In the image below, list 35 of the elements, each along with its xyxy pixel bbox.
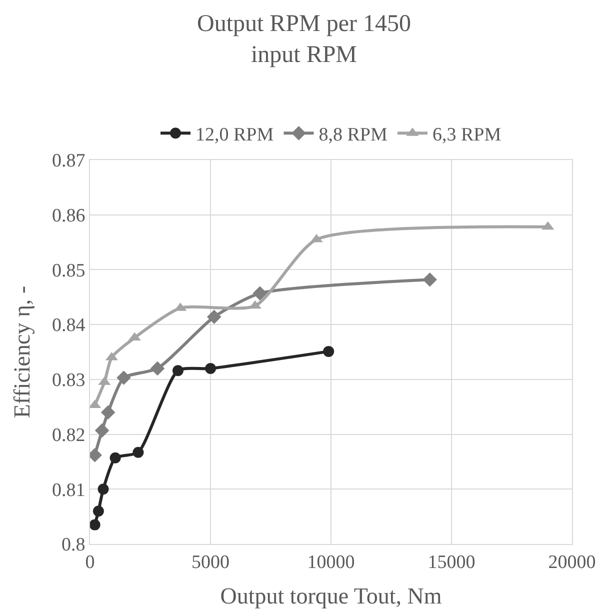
y-tick-label: 0.82	[52, 424, 86, 446]
legend-label: 6,3 RPM	[432, 124, 502, 146]
x-tick-label: 15000	[428, 552, 476, 573]
point	[206, 310, 222, 324]
point	[94, 423, 110, 438]
point	[252, 286, 268, 300]
y-tick-label: 0.81	[52, 480, 86, 501]
y-tick-label: 0.86	[52, 206, 86, 227]
x-tick-label: 20000	[548, 552, 596, 573]
point	[116, 370, 131, 385]
point	[205, 362, 216, 374]
legend-label: 12,0 RPM	[196, 124, 274, 146]
point	[92, 506, 104, 517]
x-tick-label: 10000	[307, 552, 355, 573]
point	[98, 484, 109, 495]
y-axis-title: Efficiency η, -	[9, 286, 34, 418]
point	[90, 519, 100, 530]
x-tick-label: 0	[85, 552, 95, 573]
point	[422, 272, 437, 287]
x-axis-title: Output torque Tout, Nm	[220, 583, 442, 608]
point	[323, 346, 334, 357]
y-tick-label: 0.85	[52, 260, 86, 282]
y-tick-label: 0.87	[52, 150, 86, 172]
y-tick-label: 0.84	[52, 315, 86, 336]
chart-title: Output RPM per 1450 input RPM	[196, 10, 412, 68]
x-tick-label: 5000	[192, 552, 230, 573]
y-tick-label: 0.8	[61, 534, 86, 556]
point	[110, 452, 121, 464]
point	[100, 405, 116, 420]
point	[150, 361, 165, 376]
point	[172, 365, 184, 376]
y-tick-label: 0.83	[52, 370, 86, 392]
legend-label: 8,8 RPM	[318, 124, 388, 146]
point	[90, 400, 102, 408]
point	[132, 446, 144, 458]
